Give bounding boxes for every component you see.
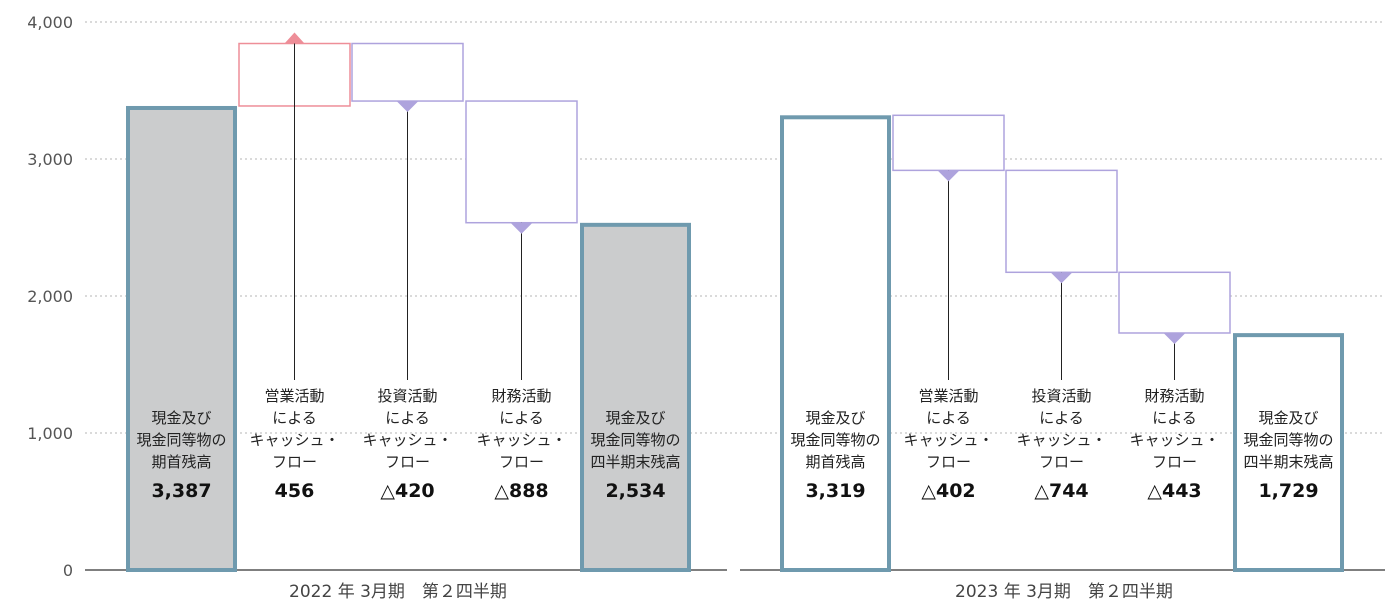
bar-decrease — [1119, 272, 1230, 333]
down-arrow-icon — [1051, 272, 1073, 283]
data-label: △888 — [494, 480, 548, 502]
panel-1: 現金及び現金同等物の期首残高3,387営業活動によるキャッシュ・フロー456投資… — [85, 33, 727, 602]
bar-description-line: 現金及び — [805, 409, 865, 427]
bar-description-line: 営業活動 — [918, 387, 978, 405]
data-label: △402 — [921, 480, 975, 502]
bar-decrease — [893, 115, 1004, 170]
data-label: △420 — [380, 480, 434, 502]
bar-description-line: キャッシュ・ — [1129, 431, 1219, 449]
bar-description-line: 現金及び — [151, 409, 211, 427]
bar-description-line: 投資活動 — [1031, 387, 1091, 405]
data-label: 1,729 — [1258, 480, 1318, 502]
bar-description-line: 現金同等物の — [1243, 431, 1333, 449]
bar-description-line: キャッシュ・ — [903, 431, 993, 449]
data-label: △443 — [1147, 480, 1201, 502]
bar-start — [782, 117, 889, 570]
data-label: 456 — [275, 480, 315, 502]
bar-description-line: による — [926, 409, 971, 427]
y-tick-label: 0 — [63, 561, 73, 580]
data-label: 3,319 — [805, 480, 865, 502]
bar-description-line: 現金同等物の — [790, 431, 880, 449]
bar-description-line: 現金同等物の — [136, 431, 226, 449]
bar-description-line: フロー — [385, 453, 430, 471]
bar-description-line: 現金及び — [605, 409, 665, 427]
bar-description-line: 投資活動 — [377, 387, 437, 405]
bar-description-line: 現金及び — [1258, 409, 1318, 427]
bar-description-line: 現金同等物の — [590, 431, 680, 449]
bar-decrease — [352, 44, 463, 102]
bar-description-line: 四半期末残高 — [590, 453, 680, 471]
bar-description-line: 財務活動 — [491, 387, 551, 405]
panel-2: 現金及び現金同等物の期首残高3,319営業活動によるキャッシュ・フロー△402投… — [740, 115, 1385, 602]
y-tick-label: 1,000 — [27, 424, 73, 443]
bar-description-line: キャッシュ・ — [362, 431, 452, 449]
bar-decrease — [1006, 170, 1117, 272]
bar-description-line: による — [1039, 409, 1084, 427]
down-arrow-icon — [938, 170, 960, 181]
bar-description-line: フロー — [926, 453, 971, 471]
down-arrow-icon — [511, 223, 533, 234]
bar-description-line: キャッシュ・ — [476, 431, 566, 449]
y-tick-label: 4,000 — [27, 13, 73, 32]
bar-description-line: 財務活動 — [1144, 387, 1204, 405]
data-label: 3,387 — [151, 480, 211, 502]
down-arrow-icon — [397, 101, 419, 112]
bar-description-line: キャッシュ・ — [249, 431, 339, 449]
bar-description-line: フロー — [499, 453, 544, 471]
bar-description-line: フロー — [1039, 453, 1084, 471]
bar-decrease — [466, 101, 577, 223]
bar-description-line: による — [499, 409, 544, 427]
y-tick-label: 3,000 — [27, 150, 73, 169]
bar-description-line: キャッシュ・ — [1016, 431, 1106, 449]
data-label: △744 — [1034, 480, 1088, 502]
data-label: 2,534 — [605, 480, 665, 502]
period-label: 2023 年 3月期 第２四半期 — [955, 582, 1173, 602]
y-tick-label: 2,000 — [27, 287, 73, 306]
bar-description-line: 四半期末残高 — [1243, 453, 1333, 471]
bar-description-line: 営業活動 — [264, 387, 324, 405]
bar-description-line: による — [272, 409, 317, 427]
bar-end — [582, 225, 689, 570]
period-label: 2022 年 3月期 第２四半期 — [289, 582, 507, 602]
bar-description-line: フロー — [272, 453, 317, 471]
bar-description-line: による — [385, 409, 430, 427]
up-arrow-icon — [285, 33, 305, 44]
bar-description-line: 期首残高 — [151, 453, 211, 471]
bar-description-line: フロー — [1152, 453, 1197, 471]
down-arrow-icon — [1164, 333, 1186, 344]
bar-description-line: による — [1152, 409, 1197, 427]
bar-description-line: 期首残高 — [805, 453, 865, 471]
